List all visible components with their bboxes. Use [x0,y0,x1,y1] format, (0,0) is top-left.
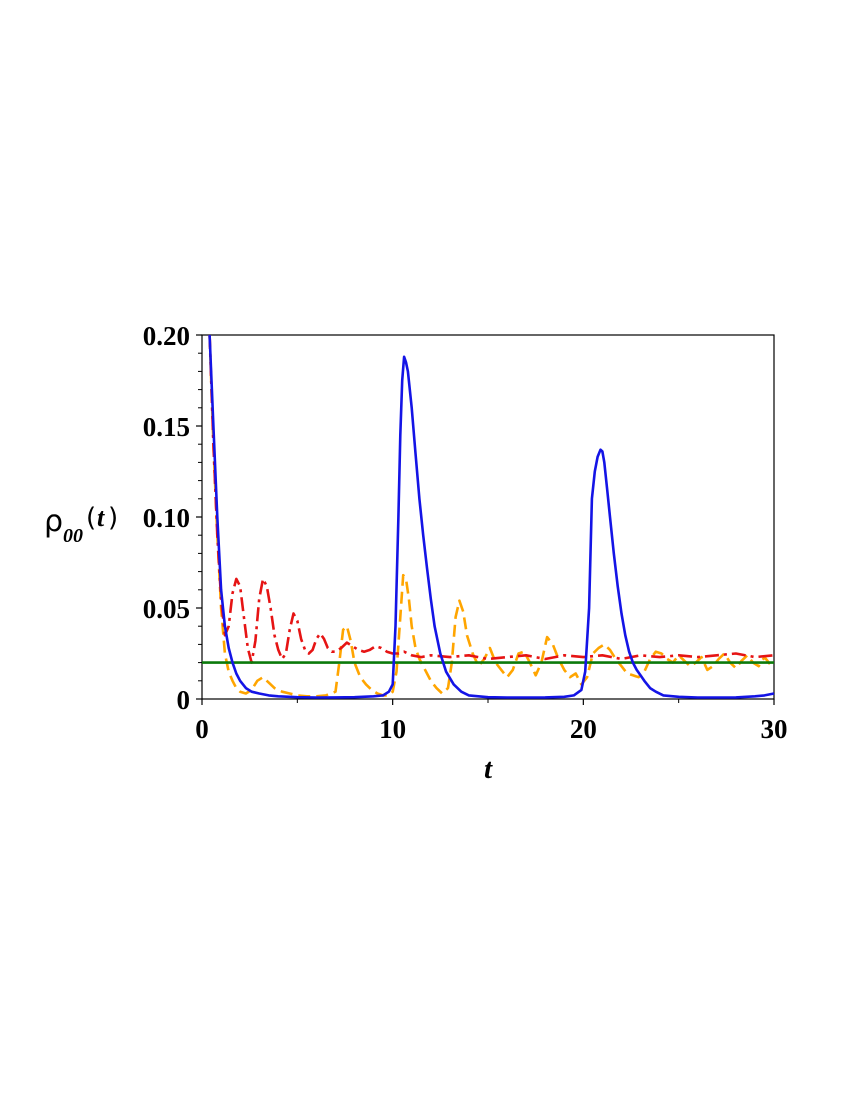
x-tick-label: 20 [570,714,597,744]
x-axis-ticks: 0 10 20 30 [195,699,788,744]
y-axis-ticks: 0 0.05 0.10 0.15 0.20 [143,321,202,715]
y-axis-label-open-paren: ( [86,503,96,533]
series-layer [202,334,775,699]
y-axis-label: ρ 00 ( t ) [44,503,118,547]
y-axis-label-subscript: 00 [63,525,83,547]
y-tick-label: 0.20 [143,321,190,351]
y-axis-label-close-paren: ) [108,503,118,533]
plot-frame [201,334,775,700]
y-axis-label-arg: t [97,503,105,532]
x-axis-label: t [484,753,493,785]
y-tick-label: 0 [177,685,191,715]
x-tick-label: 0 [195,714,209,744]
series-line-0 [208,334,775,699]
y-tick-label: 0.05 [143,594,190,624]
x-tick-label: 10 [379,714,406,744]
series-line-2 [208,334,775,698]
x-tick-label: 30 [761,714,788,744]
y-tick-label: 0.10 [143,503,190,533]
y-tick-label: 0.15 [143,412,190,442]
y-axis-label-symbol: ρ [44,504,63,539]
